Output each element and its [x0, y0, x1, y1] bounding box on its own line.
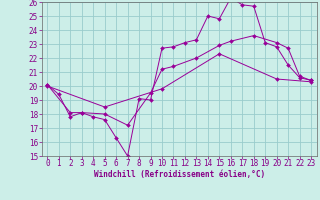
X-axis label: Windchill (Refroidissement éolien,°C): Windchill (Refroidissement éolien,°C)	[94, 170, 265, 179]
